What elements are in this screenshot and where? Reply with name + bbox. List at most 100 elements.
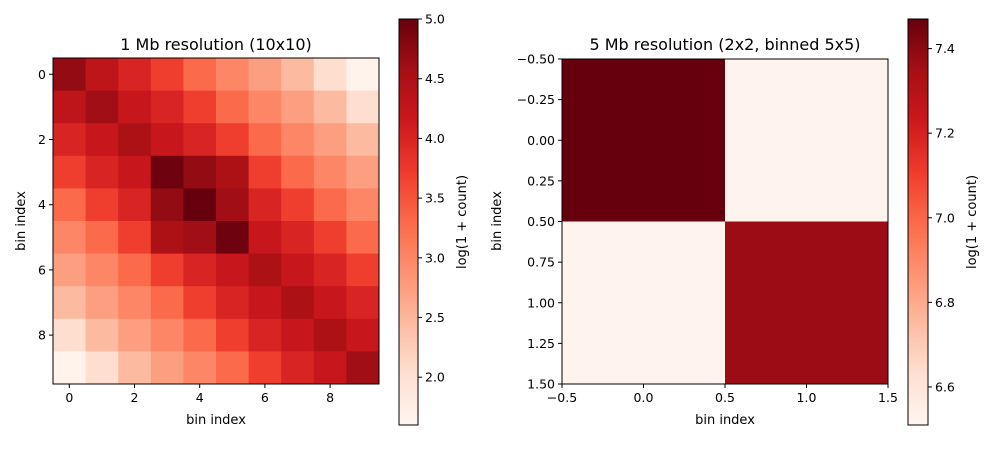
heatmap-cell — [183, 58, 217, 91]
x-tick-label: 2 — [131, 390, 139, 405]
heatmap-cell — [183, 253, 217, 287]
heatmap-cell — [346, 90, 380, 124]
heatmap-cell — [562, 221, 726, 385]
heatmap-cell — [346, 58, 380, 91]
heatmap-cell — [281, 188, 315, 222]
y-tick-label: 1.00 — [527, 295, 555, 310]
y-tick-label: 4 — [38, 197, 46, 212]
heatmap-cell — [346, 221, 380, 254]
y-tick-label: 6 — [38, 262, 46, 277]
heatmap-cell — [118, 188, 152, 222]
heatmap-1mb-y-label: bin index — [14, 191, 29, 251]
heatmap-cell — [85, 155, 119, 189]
y-tick-label: 0 — [38, 67, 46, 82]
heatmap-cell — [313, 90, 347, 124]
heatmap-cell — [216, 123, 249, 157]
y-tick-label: −0.50 — [517, 52, 555, 67]
colorbar-5mb-label: log(1 + count) — [965, 175, 980, 269]
heatmap-cell — [85, 58, 119, 91]
heatmap-cell — [183, 286, 217, 320]
heatmap-cell — [313, 123, 347, 157]
heatmap-5mb-x-axis: −0.5 0.0 0.5 1.0 1.5 — [547, 384, 898, 405]
y-tick-label: 0.50 — [527, 214, 555, 229]
heatmap-cell — [313, 188, 347, 222]
x-tick-label: 8 — [326, 390, 334, 405]
heatmap-cell — [150, 155, 184, 189]
heatmap-cell — [281, 221, 315, 254]
heatmap-cell — [150, 318, 184, 352]
heatmap-cell — [248, 221, 282, 254]
heatmap-cell — [313, 351, 347, 385]
heatmap-1mb-x-axis: 0 2 4 6 8 — [65, 384, 334, 405]
heatmap-cell — [313, 58, 347, 91]
heatmap-cell — [281, 286, 315, 320]
heatmap-cell — [346, 155, 380, 189]
heatmap-cell — [216, 155, 249, 189]
heatmap-cell — [216, 221, 249, 254]
heatmap-cell — [346, 286, 380, 320]
heatmap-cell — [281, 351, 315, 385]
heatmap-cell — [248, 351, 282, 385]
heatmap-cell — [216, 188, 249, 222]
heatmap-cell — [183, 155, 217, 189]
heatmap-cell — [85, 253, 119, 287]
heatmap-cell — [150, 188, 184, 222]
heatmap-cell — [150, 58, 184, 91]
heatmap-cell — [346, 188, 380, 222]
y-tick-label: 0.75 — [527, 255, 555, 270]
colorbar-tick-label: 4.5 — [425, 71, 445, 86]
heatmap-cell — [118, 318, 152, 352]
heatmap-cell — [118, 286, 152, 320]
heatmap-cell — [53, 286, 86, 320]
colorbar-1mb: 2.0 2.5 3.0 3.5 4.0 4.5 5.0 log(1 + count) — [398, 12, 470, 426]
heatmap-cell — [183, 123, 217, 157]
heatmap-cell — [150, 90, 184, 124]
colorbar-1mb-ticks: 2.0 2.5 3.0 3.5 4.0 4.5 5.0 — [418, 12, 445, 385]
heatmap-cell — [281, 90, 315, 124]
x-tick-label: 4 — [196, 390, 204, 405]
heatmap-cell — [216, 318, 249, 352]
heatmap-cell — [248, 155, 282, 189]
heatmap-cell — [281, 123, 315, 157]
heatmap-cell — [346, 351, 380, 385]
x-tick-label: 0 — [65, 390, 73, 405]
colorbar-tick-label: 5.0 — [425, 12, 445, 27]
colorbar-tick-label: 4.0 — [425, 131, 445, 146]
heatmap-cell — [150, 253, 184, 287]
colorbar-tick-label: 2.0 — [425, 370, 445, 385]
y-tick-label: −0.25 — [517, 92, 555, 107]
heatmap-cell — [346, 253, 380, 287]
heatmap-cell — [248, 318, 282, 352]
colorbar-tick-label: 3.5 — [425, 191, 445, 206]
colorbar-5mb-ticks: 6.6 6.8 7.0 7.2 7.4 — [928, 41, 955, 394]
heatmap-cell — [216, 58, 249, 91]
heatmap-cell — [248, 188, 282, 222]
heatmap-1mb-frame — [52, 57, 380, 385]
heatmap-cell — [118, 123, 152, 157]
heatmap-cell — [85, 351, 119, 385]
heatmap-5mb-cells — [562, 59, 889, 385]
heatmap-cell — [53, 188, 86, 222]
x-tick-label: 1.5 — [878, 390, 898, 405]
y-tick-label: 0.00 — [527, 133, 555, 148]
heatmap-cell — [53, 253, 86, 287]
heatmap-cell — [53, 123, 86, 157]
heatmap-cell — [85, 318, 119, 352]
heatmap-1mb-y-axis: 0 2 4 6 8 — [38, 67, 53, 343]
heatmap-cell — [562, 59, 726, 222]
heatmap-5mb-y-label: bin index — [490, 191, 505, 251]
heatmap-cell — [248, 123, 282, 157]
heatmap-5mb-title: 5 Mb resolution (2x2, binned 5x5) — [589, 35, 860, 54]
heatmap-cell — [216, 253, 249, 287]
heatmap-cell — [248, 90, 282, 124]
heatmap-cell — [85, 286, 119, 320]
y-tick-label: 8 — [38, 328, 46, 343]
heatmap-cell — [281, 58, 315, 91]
x-tick-label: −0.5 — [547, 390, 577, 405]
heatmap-cell — [248, 253, 282, 287]
heatmap-cell — [118, 221, 152, 254]
heatmap-cell — [53, 90, 86, 124]
heatmap-1mb-cells — [53, 58, 380, 385]
x-tick-label: 0.0 — [634, 390, 654, 405]
